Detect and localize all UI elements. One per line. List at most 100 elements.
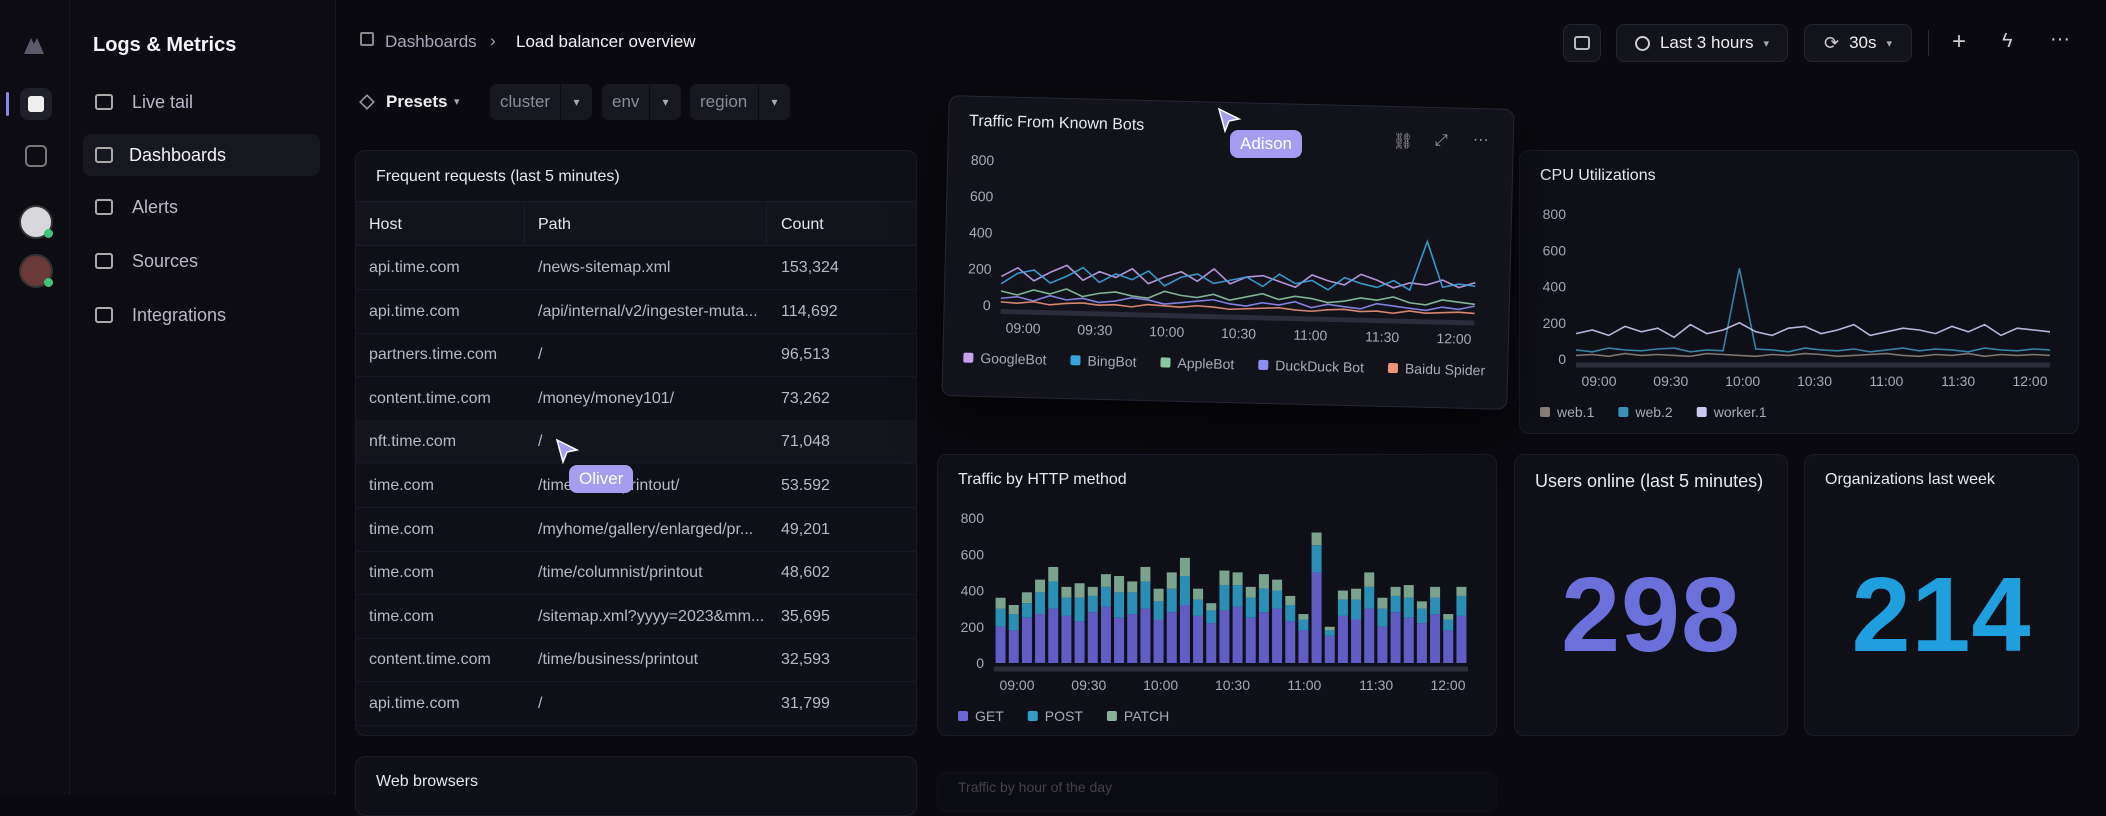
bar-segment	[1430, 597, 1441, 615]
chip-label: env	[612, 92, 640, 111]
line-series	[1575, 352, 2051, 358]
x-tick-label: 11:00	[1287, 677, 1321, 693]
legend-swatch	[958, 711, 968, 721]
web-browsers-card: Web browsers	[355, 756, 917, 816]
bar-segment	[1456, 586, 1467, 596]
nav-item[interactable]: Integrations	[132, 304, 227, 325]
bar-segment	[1206, 610, 1217, 624]
bar-segment	[1166, 572, 1177, 589]
legend-swatch	[1106, 711, 1117, 721]
cursor-label: Oliver	[569, 465, 634, 493]
bar-segment	[1311, 545, 1322, 573]
time-range-button[interactable]: Last 3 hours ▾	[1616, 24, 1788, 62]
table-cell: /money/money101/	[538, 389, 675, 407]
x-tick-label: 11:30	[1941, 373, 1975, 389]
avatar[interactable]	[19, 254, 53, 288]
table-row[interactable]: content.time.com/money/money101/73,262	[356, 377, 916, 421]
bar-segment	[1114, 617, 1125, 663]
presets-icon	[359, 94, 375, 110]
bar-segment	[1324, 630, 1335, 636]
line-series	[1000, 239, 1476, 292]
legend-swatch	[1160, 357, 1171, 368]
table-row[interactable]: api.time.com/news-sitemap.xml 153,324	[356, 246, 916, 290]
x-tick-label: 11:00	[1869, 373, 1903, 389]
bar-segment	[1364, 572, 1375, 587]
active-indicator	[6, 92, 9, 116]
chip-caret: ▾	[560, 84, 592, 120]
app-title: Logs & Metrics	[93, 34, 237, 56]
presets-button[interactable]: Presets	[386, 92, 448, 111]
table-cell: /api/internal/v2/ingester-muta...	[538, 302, 758, 320]
avatar[interactable]	[19, 205, 53, 239]
table-cell: 48,602	[781, 564, 830, 582]
bar-segment	[1100, 586, 1111, 607]
nav-item[interactable]: Live tail	[132, 91, 194, 112]
table-cell: /myhome/gallery/enlarged/pr...	[538, 520, 754, 538]
bar-segment	[1351, 599, 1362, 620]
logs-icon[interactable]	[20, 88, 52, 120]
table-cell: time.com	[369, 607, 434, 625]
bar-segment	[1324, 635, 1335, 663]
table-cell: 96,513	[781, 346, 830, 364]
nav-item[interactable]: Sources	[132, 250, 199, 271]
bar-segment	[1245, 586, 1256, 598]
refresh-button[interactable]: ⟳ 30s ▾	[1804, 24, 1912, 62]
filter-chip[interactable]: cluster ▾	[490, 84, 592, 120]
bar-segment	[1416, 601, 1427, 609]
table-row[interactable]: time.com/myhome/gallery/enlarged/pr... 49…	[356, 508, 916, 552]
table-row[interactable]: api.time.com / 31,799	[356, 682, 916, 726]
bar-segment	[1364, 608, 1375, 663]
bar-segment	[1311, 572, 1322, 663]
x-tick-label: 10:00	[1143, 677, 1178, 693]
bolt-button[interactable]: ϟ	[2002, 30, 2013, 52]
column-header: Path	[538, 216, 571, 233]
legend-label: GET	[975, 708, 1004, 724]
filter-chip[interactable]: env ▾	[602, 84, 681, 120]
table-cell: time.com	[369, 520, 434, 538]
line-series	[1000, 300, 1475, 315]
breadcrumb-link[interactable]: Dashboards	[385, 32, 477, 51]
bar-segment	[1364, 586, 1375, 609]
card-title: CPU Utilizations	[1540, 167, 1656, 184]
table-cell: /	[538, 346, 543, 364]
bar-segment	[1193, 588, 1204, 600]
more-button[interactable]: ···	[2050, 28, 2070, 50]
column-divider	[766, 201, 767, 246]
table-cell: 71,048	[781, 433, 830, 451]
bar-segment	[1074, 597, 1085, 622]
y-tick-label: 400	[1543, 279, 1567, 295]
terminal-button[interactable]	[1563, 24, 1601, 62]
bar-segment	[1272, 590, 1283, 609]
bar-segment	[1061, 586, 1072, 598]
nav-item[interactable]: Alerts	[132, 196, 179, 217]
add-button[interactable]: +	[1952, 28, 1967, 55]
bar-segment	[1100, 574, 1111, 587]
x-tick-label: 09:30	[1077, 321, 1113, 338]
table-row[interactable]: time.com/time/columnist/printout 48,602	[356, 551, 916, 596]
nav-item[interactable]: Dashboards	[83, 134, 320, 176]
bar-segment	[1337, 599, 1348, 616]
nav-icon	[95, 307, 113, 323]
bar-segment	[1087, 595, 1098, 613]
bar-segment	[1324, 626, 1335, 631]
legend-swatch	[1070, 355, 1081, 366]
table-row[interactable]: time.com/time/home/printout/53.592	[356, 464, 916, 508]
x-axis	[1000, 308, 1475, 326]
table-row[interactable]: partners.time.com / 96,513	[356, 333, 916, 378]
y-tick-label: 800	[1543, 206, 1567, 222]
table-cell: /sitemap.xml?yyyy=2023&mm...	[538, 607, 765, 625]
metrics-icon[interactable]	[25, 145, 47, 167]
table-row[interactable]: time.com/sitemap.xml?yyyy=2023&mm... 35,6…	[356, 595, 916, 639]
bar-segment	[1035, 579, 1046, 593]
filter-chip[interactable]: region ▾	[690, 84, 790, 120]
bar-segment	[1390, 586, 1401, 596]
table-row[interactable]: content.time.com/time/business/printout 3…	[356, 638, 916, 683]
bar-segment	[1021, 617, 1032, 663]
bots-card[interactable]: ⛓ ⤢ ··· Traffic From Known Bots 0 200 400 60…	[941, 95, 1515, 410]
table-row[interactable]: nft.time.com / 71,048	[356, 420, 916, 465]
x-tick-label: 10:00	[1725, 373, 1760, 389]
table-cell: content.time.com	[369, 651, 491, 669]
table-row[interactable]: api.time.com/api/internal/v2/ingester-mu…	[356, 290, 916, 334]
icon-rail	[0, 0, 70, 795]
